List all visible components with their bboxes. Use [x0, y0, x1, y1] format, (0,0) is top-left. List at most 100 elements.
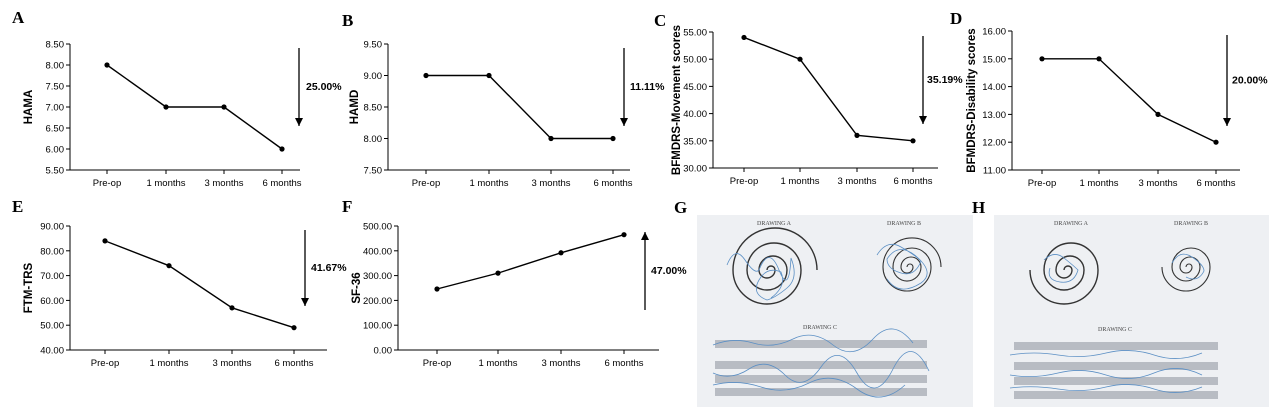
drawing-caption-a: DRAWING A — [757, 221, 792, 227]
y-tick-label: 35.00 — [683, 136, 707, 147]
y-tick-label: 14.00 — [982, 82, 1006, 93]
change-annotation: 25.00% — [306, 81, 342, 93]
y-tick-label: 12.00 — [982, 138, 1006, 149]
data-point — [621, 232, 627, 238]
x-tick-label: 6 months — [1196, 178, 1235, 189]
x-tick-label: 3 months — [212, 358, 251, 369]
data-point — [741, 34, 747, 41]
y-tick-label: 7.50 — [46, 82, 65, 93]
y-tick-label: 40.00 — [683, 109, 707, 120]
x-tick-label: Pre-op — [730, 176, 759, 187]
drawing-caption-b: DRAWING B — [887, 221, 922, 227]
y-tick-label: 7.50 — [364, 166, 383, 177]
drawing-sketch-h — [1009, 242, 1218, 399]
y-axis-label: HAMD — [349, 90, 361, 125]
data-point — [221, 104, 227, 110]
x-tick-label: Pre-op — [93, 178, 122, 189]
data-point — [610, 135, 616, 142]
x-tick-label: Pre-op — [91, 358, 120, 369]
spiral-b — [1161, 247, 1211, 292]
change-arrowhead — [301, 298, 309, 306]
y-tick-label: 9.00 — [364, 71, 383, 82]
tremor-a — [726, 253, 795, 301]
drawing-sketch-g — [712, 227, 942, 398]
y-tick-label: 15.00 — [982, 54, 1006, 65]
data-point — [1096, 56, 1102, 62]
data-point — [102, 238, 108, 244]
data-point — [854, 132, 860, 138]
x-tick-label: 6 months — [893, 176, 932, 187]
y-tick-label: 400.00 — [363, 246, 392, 257]
series-line — [743, 36, 914, 142]
panel-label-b: B — [342, 11, 354, 30]
y-axis-label: BFMDRS-Movement scores — [671, 25, 683, 175]
x-tick-label: 3 months — [204, 178, 243, 189]
y-tick-label: 70.00 — [40, 271, 64, 282]
data-point — [1213, 139, 1219, 145]
series-line — [104, 240, 295, 329]
data-point — [434, 286, 440, 292]
series-line — [1042, 58, 1217, 143]
drawing-caption-c: DRAWING C — [803, 325, 838, 331]
x-tick-label: 6 months — [604, 358, 643, 369]
change-arrowhead — [295, 118, 303, 126]
y-tick-label: 8.00 — [46, 61, 65, 72]
x-tick-label: 1 months — [1079, 178, 1118, 189]
y-tick-label: 6.00 — [46, 145, 65, 156]
change-annotation: 35.19% — [927, 74, 963, 86]
data-point — [279, 146, 285, 152]
change-annotation: 47.00% — [651, 265, 687, 277]
data-point — [1155, 111, 1161, 117]
data-point — [910, 138, 916, 144]
change-arrowhead — [620, 118, 628, 126]
panel-label-a: A — [12, 8, 25, 27]
panel-label-c: C — [654, 11, 667, 30]
y-tick-label: 100.00 — [363, 321, 392, 332]
panel-label-e: E — [12, 197, 24, 216]
y-tick-label: 300.00 — [363, 271, 392, 282]
x-tick-label: 6 months — [274, 358, 313, 369]
x-tick-label: 1 months — [469, 178, 508, 189]
y-tick-label: 500.00 — [363, 222, 392, 233]
drawing-caption-c: DRAWING C — [1098, 327, 1133, 333]
spiral-a — [732, 227, 818, 305]
change-arrowhead — [919, 116, 927, 124]
y-axis-label: HAMA — [23, 90, 35, 125]
spiral-b — [882, 237, 942, 292]
y-tick-label: 11.00 — [983, 166, 1006, 177]
y-tick-label: 50.00 — [683, 55, 707, 66]
y-tick-label: 13.00 — [982, 110, 1006, 121]
panel-label-f: F — [342, 197, 353, 216]
x-tick-label: 6 months — [593, 178, 632, 189]
y-tick-label: 50.00 — [40, 321, 64, 332]
change-annotation: 11.11% — [630, 81, 665, 93]
y-tick-label: 45.00 — [683, 82, 707, 93]
x-tick-label: Pre-op — [412, 178, 441, 189]
y-tick-label: 55.00 — [683, 28, 707, 39]
drawing-panel-g: DRAWING A DRAWING B DRAWING C — [697, 215, 973, 407]
y-tick-label: 90.00 — [40, 222, 64, 233]
x-tick-label: 1 months — [146, 178, 185, 189]
change-annotation: 20.00% — [1232, 75, 1268, 87]
data-point — [486, 72, 492, 79]
y-tick-label: 80.00 — [40, 246, 64, 257]
tremor-b — [1171, 253, 1205, 280]
x-tick-label: 3 months — [1138, 178, 1177, 189]
panel-label-h: H — [972, 198, 986, 217]
drawing-panel-h: DRAWING A DRAWING B DRAWING C — [994, 215, 1269, 407]
tremor-c2 — [1009, 368, 1203, 379]
drawing-caption-a: DRAWING A — [1054, 221, 1089, 227]
y-tick-label: 200.00 — [363, 296, 392, 307]
y-axis-label: SF-36 — [351, 272, 363, 303]
y-tick-label: 8.00 — [364, 134, 383, 145]
data-point — [291, 325, 297, 331]
y-tick-label: 8.50 — [46, 40, 65, 51]
panel-label-d: D — [950, 9, 963, 28]
data-point — [495, 270, 501, 276]
x-tick-label: 3 months — [531, 178, 570, 189]
data-point — [229, 305, 235, 311]
